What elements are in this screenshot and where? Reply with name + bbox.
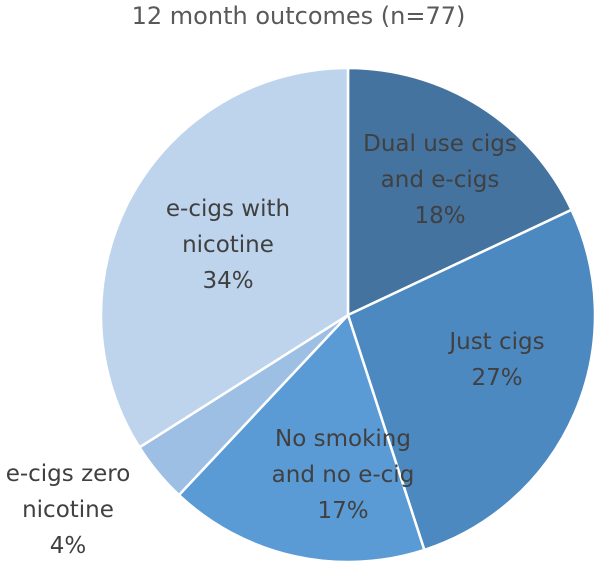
category-label: No smoking and no e-cig xyxy=(271,426,415,488)
pie-slice xyxy=(99,66,350,450)
value-label: 27% xyxy=(471,365,523,391)
slice-label: No smoking and no e-cig 17% xyxy=(263,421,423,529)
category-label: e-cigs zero nicotine xyxy=(5,461,131,523)
slice-label: Dual use cigs and e-cigs 18% xyxy=(345,126,535,234)
pie-slice xyxy=(346,66,574,317)
value-label: 4% xyxy=(49,533,87,559)
value-label: 17% xyxy=(317,498,369,524)
pie-slice xyxy=(346,208,597,552)
category-label: Dual use cigs and e-cigs xyxy=(363,131,517,193)
category-label: e-cigs with nicotine xyxy=(165,196,291,258)
chart-title: 12 month outcomes (n=77) xyxy=(131,2,466,30)
slice-label: e-cigs with nicotine 34% xyxy=(148,191,308,299)
category-label: Just cigs xyxy=(449,329,545,355)
value-label: 34% xyxy=(202,268,254,294)
slice-label: e-cigs zero nicotine 4% xyxy=(0,456,143,564)
pie-slice xyxy=(177,312,426,564)
slice-label: Just cigs 27% xyxy=(417,324,577,396)
value-label: 18% xyxy=(414,203,466,229)
